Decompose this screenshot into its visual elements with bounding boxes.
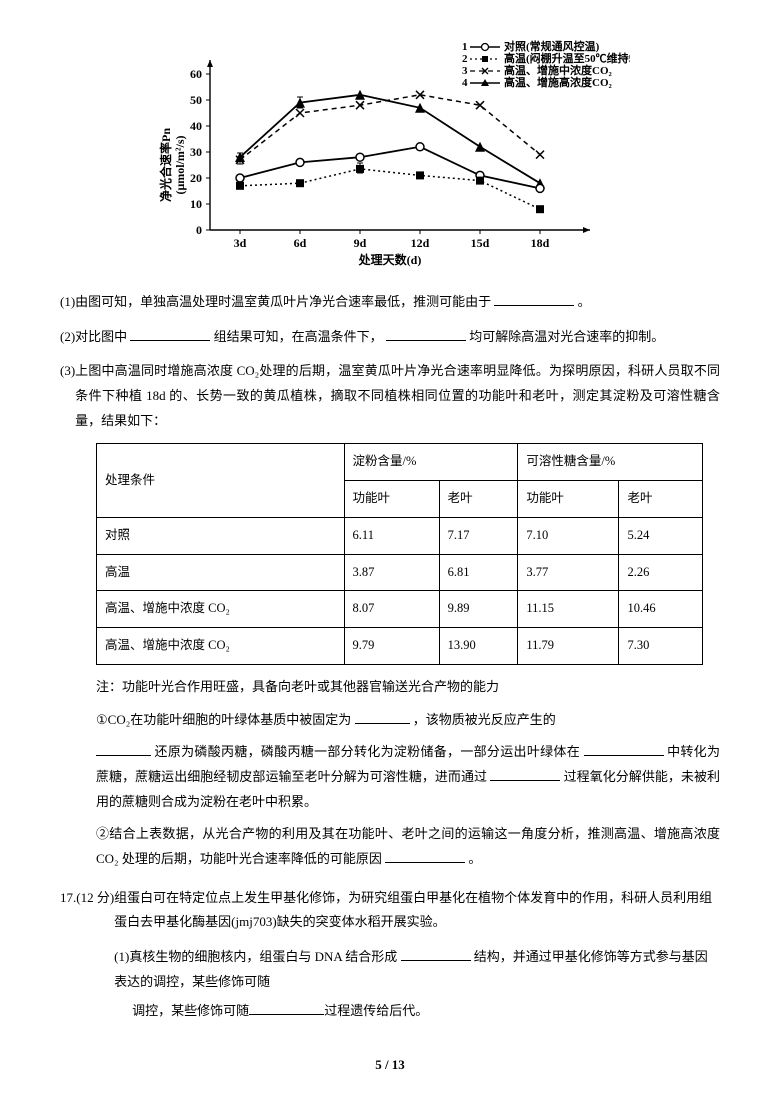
svg-text:净光合速率Pn: 净光合速率Pn [158,128,173,202]
svg-text:0: 0 [196,223,202,237]
para-1: ①CO₂在功能叶细胞的叶绿体基质中被固定为 ，该物质被光反应产生的 [96,708,720,733]
blank [385,849,465,863]
table-row: 高温、增施中浓度 CO₂ 8.07 9.89 11.15 10.46 [97,591,703,628]
line-chart: 0 10 20 30 40 50 60 3d 6d 9d 12d 15d 18d 处理… [150,40,630,270]
chart-container: 0 10 20 30 40 50 60 3d 6d 9d 12d 15d 18d 处理… [60,40,720,270]
svg-text:20: 20 [190,171,202,185]
th-old: 老叶 [619,481,703,518]
svg-text:10: 10 [190,197,202,211]
th-starch: 淀粉含量/% [344,444,518,481]
blank [249,1001,324,1015]
blank [494,292,574,306]
table-row: 高温 3.87 6.81 3.77 2.26 [97,554,703,591]
svg-text:9d: 9d [354,236,367,250]
q3-text: 上图中高温同时增施高浓度 CO₂处理的后期，温室黄瓜叶片净光合速率明显降低。为探… [75,359,720,433]
svg-text:高温、增施高浓度CO₂: 高温、增施高浓度CO₂ [504,75,612,89]
svg-text:高温、增施中浓度CO₂: 高温、增施中浓度CO₂ [504,63,612,77]
q2-a: (2)对比图中 [60,329,127,344]
th-func: 功能叶 [344,481,439,518]
svg-text:6d: 6d [294,236,307,250]
svg-text:高温(闷棚升温至50℃维持5h): 高温(闷棚升温至50℃维持5h) [504,51,630,65]
svg-text:15d: 15d [471,236,490,250]
q1-end: 。 [578,294,591,309]
table-note: 注：功能叶光合作用旺盛，具备向老叶或其他器官输送光合产物的能力 [96,675,720,700]
q17-number: 17.(12 分) [60,886,114,1023]
svg-text:12d: 12d [411,236,430,250]
question-1: (1)由图可知，单独高温处理时温室黄瓜叶片净光合速率最低，推测可能由于 。 [60,290,720,315]
data-table: 处理条件 淀粉含量/% 可溶性糖含量/% 功能叶 老叶 功能叶 老叶 对照 6.… [96,443,703,665]
blank [490,767,560,781]
page-footer: 5 / 13 [60,1053,720,1078]
question-3: (3) 上图中高温同时增施高浓度 CO₂处理的后期，温室黄瓜叶片净光合速率明显降… [60,359,720,433]
q1-text: (1)由图可知，单独高温处理时温室黄瓜叶片净光合速率最低，推测可能由于 [60,294,491,309]
q2-c: 均可解除高温对光合速率的抑制。 [469,329,664,344]
table-row: 高温、增施中浓度 CO₂ 9.79 13.90 11.79 7.30 [97,628,703,665]
svg-text:40: 40 [190,119,202,133]
para-2: 还原为磷酸丙糖，磷酸丙糖一部分转化为淀粉储备，一部分运出叶绿体在 中转化为蔗糖，… [96,740,720,814]
svg-text:30: 30 [190,145,202,159]
svg-text:18d: 18d [531,236,550,250]
th-old: 老叶 [439,481,518,518]
q2-b: 组结果可知，在高温条件下， [214,329,383,344]
blank [355,710,410,724]
svg-text:处理天数(d): 处理天数(d) [358,252,422,267]
svg-text:(μmol/m²/s): (μmol/m²/s) [173,135,187,194]
question-17: 17.(12 分) 组蛋白可在特定位点上发生甲基化修饰，为研究组蛋白甲基化在植物… [60,886,720,1023]
blank [386,327,466,341]
svg-text:60: 60 [190,67,202,81]
th-sugar: 可溶性糖含量/% [518,444,703,481]
q17-text: 组蛋白可在特定位点上发生甲基化修饰，为研究组蛋白甲基化在植物个体发育中的作用，科… [114,886,720,1023]
blank [96,742,151,756]
svg-text:3d: 3d [234,236,247,250]
blank [401,947,471,961]
para-3: ②结合上表数据，从光合产物的利用及其在功能叶、老叶之间的运输这一角度分析，推测高… [96,822,720,871]
blank [584,742,664,756]
svg-text:3: 3 [462,65,468,77]
th-cond: 处理条件 [97,444,345,518]
svg-text:1: 1 [462,41,468,53]
table-row: 对照 6.11 7.17 7.10 5.24 [97,517,703,554]
svg-text:50: 50 [190,93,202,107]
th-func: 功能叶 [518,481,619,518]
blank [130,327,210,341]
svg-text:对照(常规通风控温): 对照(常规通风控温) [504,40,600,53]
svg-text:2: 2 [462,53,468,65]
question-2: (2)对比图中 组结果可知，在高温条件下， 均可解除高温对光合速率的抑制。 [60,325,720,350]
svg-text:4: 4 [462,77,468,89]
